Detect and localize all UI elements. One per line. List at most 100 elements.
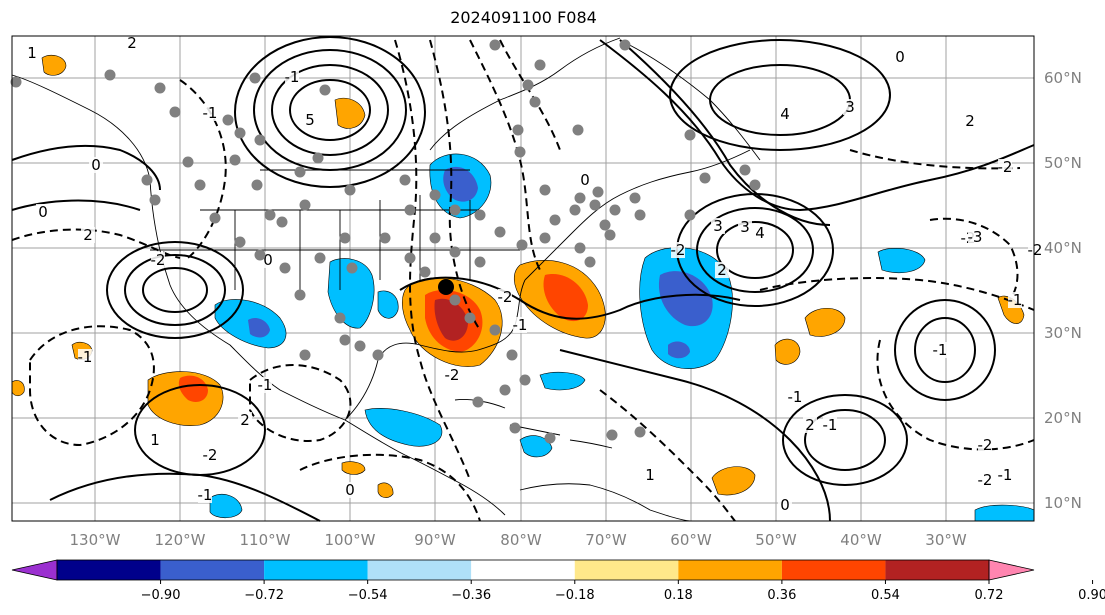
station-dot <box>299 199 311 211</box>
station-dot <box>276 216 288 228</box>
contour-label-bg <box>893 49 907 65</box>
station-dot <box>512 124 524 136</box>
station-dot <box>619 39 631 51</box>
contour-label-bg <box>343 482 357 498</box>
longitude-labels: 130°W 120°W 110°W 100°W 90°W 80°W 70°W 60°W 50°W… <box>70 531 967 549</box>
contour-label: -1 <box>198 486 213 504</box>
contour-label: -2 <box>978 436 993 454</box>
station-dot <box>154 82 166 94</box>
station-dot <box>251 179 263 191</box>
station-dot <box>592 186 604 198</box>
station-dot <box>514 146 526 158</box>
warm-anomaly-small-8 <box>341 461 366 475</box>
strong-cool-anomaly-central-atlantic <box>658 271 713 327</box>
contour-label: -1 <box>285 68 300 86</box>
contour-label: 0 <box>38 203 48 221</box>
station-dot <box>749 179 761 191</box>
station-dot <box>472 396 484 408</box>
contour-label: 2 <box>240 411 250 429</box>
station-dot <box>334 312 346 324</box>
station-dot <box>149 194 161 206</box>
colorbar-lower-extension <box>11 559 58 581</box>
contour-caribbean <box>559 349 831 522</box>
contour-label: 2 <box>127 34 137 52</box>
station-dot <box>449 204 461 216</box>
contour-label-bg <box>778 106 792 122</box>
contour-low-pacific-nw-3 <box>253 49 407 171</box>
station-dot <box>209 212 221 224</box>
colorbar-bin <box>264 560 368 580</box>
contour-label-bg <box>968 229 982 245</box>
longitude-label: 120°W <box>155 531 206 549</box>
map-frame <box>11 35 1035 522</box>
contour-label: -2 <box>671 241 686 259</box>
station-dot <box>194 179 206 191</box>
colorbar-tick-label: 0.72 <box>975 588 1004 603</box>
contour-label: -1 <box>998 466 1013 484</box>
latitude-label: 50°N <box>1044 154 1082 172</box>
station-dot <box>509 422 521 434</box>
contour-label-bg <box>203 105 217 121</box>
station-dot <box>10 76 22 88</box>
station-dot <box>599 219 611 231</box>
contour-label: -1 <box>823 416 838 434</box>
station-dot <box>539 184 551 196</box>
colorbar-bin <box>367 560 472 580</box>
latitude-labels: 60°N 50°N 40°N 30°N 20°N 10°N <box>1044 69 1082 512</box>
contour-low-pacific-nw <box>289 79 371 141</box>
station-dot <box>464 312 476 324</box>
station-dot <box>589 199 601 211</box>
contour-label: 4 <box>780 105 790 123</box>
coastline-north-america-west <box>11 74 346 421</box>
station-dot <box>379 232 391 244</box>
contour-low-pacific-nw-2 <box>271 64 389 156</box>
contour-label-bg <box>498 289 512 305</box>
contour-label-bg <box>285 69 299 85</box>
contour-label-bg <box>36 204 50 220</box>
contour-label-bg <box>671 242 685 258</box>
contour-label: -1 <box>78 348 93 366</box>
contour-label-bg <box>151 252 165 268</box>
colorbar-upper-extension <box>988 559 1035 581</box>
cool-anomaly-pacific-south <box>209 494 243 519</box>
contour-low-east-atlantic <box>914 317 976 383</box>
station-dot <box>489 324 501 336</box>
contour-label: 0 <box>895 48 905 66</box>
contour-label: 1 <box>150 431 160 449</box>
station-dot <box>604 229 616 241</box>
station-dot <box>299 349 311 361</box>
station-dot <box>539 232 551 244</box>
contour-label: 2 <box>965 112 975 130</box>
contour-low-atlantic-south <box>804 409 886 471</box>
longitude-label: 130°W <box>70 531 121 549</box>
station-dot <box>339 232 351 244</box>
station-dot <box>574 192 586 204</box>
station-dot <box>344 184 356 196</box>
station-dot <box>314 252 326 264</box>
contour-label: -1 <box>513 316 528 334</box>
longitude-label: 80°W <box>500 531 542 549</box>
station-dot <box>474 256 486 268</box>
station-dot <box>506 349 518 361</box>
colorbar-bin <box>57 560 161 580</box>
contour-label-bg <box>513 317 527 333</box>
strong-warm-anomaly-pacific <box>178 375 208 402</box>
contour-label: -2 <box>498 288 513 306</box>
contour-label: -2 <box>1028 241 1043 259</box>
station-dot <box>294 289 306 301</box>
station-dot <box>699 172 711 184</box>
contour-low-atlantic <box>716 221 794 279</box>
warm-anomaly-small-5 <box>774 338 801 365</box>
colorbar-frame <box>56 559 990 581</box>
contour-label-bg <box>89 157 103 173</box>
warm-anomaly-small-10 <box>11 380 25 397</box>
contour-label-bg <box>238 412 252 428</box>
contour-label-bg <box>823 417 837 433</box>
dashed-contour-mexico <box>249 364 352 442</box>
station-dot <box>419 266 431 278</box>
station-dot <box>549 214 561 226</box>
strong-cool-anomaly-mexico <box>248 318 270 338</box>
contour-label-bg <box>738 219 752 235</box>
contour-label: 2 <box>717 261 727 279</box>
latitude-label: 10°N <box>1044 494 1082 512</box>
